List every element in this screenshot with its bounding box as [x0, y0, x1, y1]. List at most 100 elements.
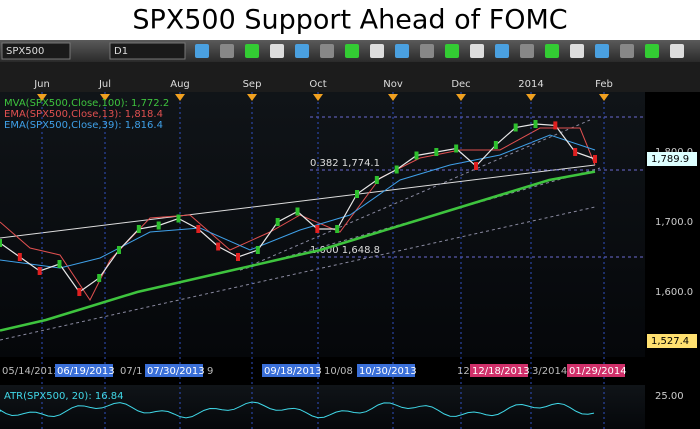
- candle: [196, 225, 201, 233]
- candle: [394, 165, 399, 174]
- date-flag: [145, 364, 203, 377]
- event-marker: [599, 94, 609, 101]
- date-label: 10/08: [324, 366, 353, 377]
- month-label: 2014: [518, 79, 543, 90]
- legend-entry: EMA(SPX500,Close,39): 1,816.4: [4, 120, 163, 131]
- price-tick: 1,700.0: [655, 217, 693, 228]
- date-label: 09/18/2013: [264, 366, 322, 377]
- atr-panel: [0, 385, 645, 429]
- title-bar: [0, 0, 700, 40]
- fib-label: 0.382 1,774.1: [310, 158, 380, 169]
- tool-button[interactable]: [545, 44, 559, 58]
- tool-button[interactable]: [420, 44, 434, 58]
- month-label: Jun: [33, 79, 50, 90]
- tool-button[interactable]: [245, 44, 259, 58]
- tool-button[interactable]: [445, 44, 459, 58]
- tool-button[interactable]: [395, 44, 409, 58]
- candle: [255, 246, 260, 254]
- tool-button[interactable]: [470, 44, 484, 58]
- date-label: 3/2014: [532, 366, 567, 377]
- candle: [117, 246, 121, 254]
- candle: [493, 141, 498, 149]
- month-label: Dec: [451, 79, 470, 90]
- date-label: 05/14/2013: [2, 366, 60, 377]
- price-flag-label: 1,789.9: [651, 154, 689, 165]
- candle: [593, 155, 597, 163]
- candle: [57, 260, 62, 268]
- event-marker: [175, 94, 185, 101]
- date-flag: [262, 364, 320, 377]
- tool-button[interactable]: [320, 44, 334, 58]
- candle: [295, 207, 300, 216]
- candle: [17, 253, 22, 261]
- tool-button[interactable]: [220, 44, 234, 58]
- tool-button[interactable]: [520, 44, 534, 58]
- candle: [374, 176, 379, 184]
- month-label: Oct: [309, 79, 326, 90]
- ema39: [0, 134, 596, 269]
- candle: [77, 288, 82, 296]
- timeframe: D1: [114, 46, 128, 57]
- date-label: 10/30/2013: [359, 366, 417, 377]
- month-label: Nov: [383, 79, 403, 90]
- tool-button[interactable]: [195, 44, 209, 58]
- date-label: 07/1: [120, 366, 142, 377]
- date-label: 12: [457, 366, 470, 377]
- candle: [414, 151, 419, 160]
- event-marker: [313, 94, 323, 101]
- tool-button[interactable]: [495, 44, 509, 58]
- ema13: [0, 127, 596, 301]
- tool-button[interactable]: [345, 44, 359, 58]
- candle: [335, 225, 340, 233]
- candle: [434, 148, 439, 156]
- date-flag: [567, 364, 625, 377]
- candle: [474, 162, 478, 170]
- legend-entry: MVA(SPX500,Close,100): 1,772.2: [4, 98, 169, 109]
- date-label: 01/29/2014: [569, 366, 627, 377]
- tool-button[interactable]: [570, 44, 584, 58]
- date-label: 06/19/2013: [57, 366, 115, 377]
- fib-label: 1.000 1,648.8: [310, 245, 380, 256]
- price-flag-label: 1,527.4: [651, 336, 689, 347]
- date-label: 12/18/2013: [472, 366, 530, 377]
- date-label: 9: [207, 366, 213, 377]
- candle: [156, 221, 161, 230]
- tool-button[interactable]: [645, 44, 659, 58]
- candle: [315, 225, 320, 233]
- tool-button[interactable]: [670, 44, 684, 58]
- tool-button[interactable]: [270, 44, 284, 58]
- month-label: Jul: [98, 79, 111, 90]
- tool-button[interactable]: [370, 44, 384, 58]
- month-label: Feb: [595, 79, 613, 90]
- atr-line: [0, 401, 595, 419]
- price-tick: 1,600.0: [655, 287, 693, 298]
- candle: [355, 190, 359, 198]
- price-flag: [647, 334, 697, 348]
- symbol-select[interactable]: [1, 42, 71, 60]
- atr-label: ATR(SPX500, 20): 16.84: [4, 391, 124, 402]
- tool-button[interactable]: [595, 44, 609, 58]
- month-label: Sep: [243, 79, 262, 90]
- event-marker: [100, 94, 110, 101]
- atr-axis-label: 25.00: [655, 391, 684, 402]
- title: SPX500 Support Ahead of FOMC: [132, 5, 567, 36]
- candle: [37, 267, 42, 275]
- candle: [97, 274, 102, 282]
- candle: [136, 225, 141, 233]
- candle: [533, 120, 538, 128]
- event-marker: [526, 94, 536, 101]
- date-label: 07/30/2013: [147, 366, 205, 377]
- candle: [216, 242, 221, 251]
- candle: [275, 218, 280, 226]
- candle: [573, 148, 578, 156]
- price-axis: [645, 92, 700, 357]
- tool-button[interactable]: [620, 44, 634, 58]
- tool-button[interactable]: [295, 44, 309, 58]
- candle: [236, 253, 240, 261]
- symbol: SPX500: [6, 46, 44, 57]
- ma100-line: [0, 170, 596, 332]
- month-label: Aug: [170, 79, 190, 90]
- timeframe-select[interactable]: [109, 42, 186, 60]
